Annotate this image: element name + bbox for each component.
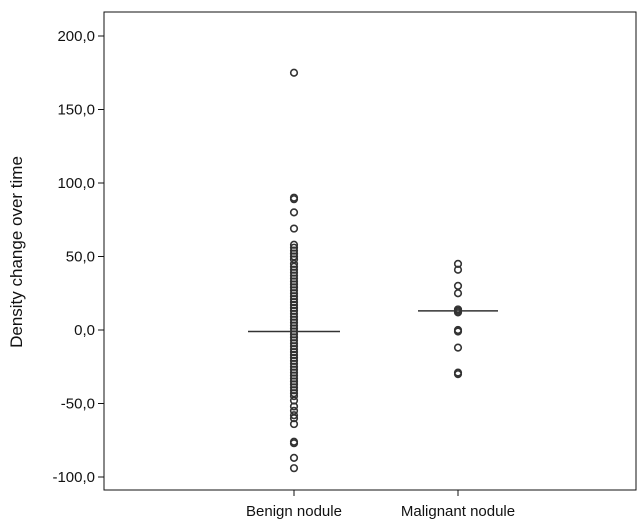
data-point <box>289 195 299 204</box>
data-point <box>289 464 299 473</box>
y-tick-label: 50,0 <box>66 249 95 266</box>
data-point <box>453 327 463 336</box>
data-point <box>289 208 299 217</box>
y-tick-label: 100,0 <box>57 175 95 192</box>
data-point <box>453 281 463 291</box>
data-point <box>453 308 463 317</box>
y-tick-label: 200,0 <box>57 28 95 45</box>
y-tick-label: 0,0 <box>74 322 95 339</box>
y-axis-title: Density change over time <box>7 156 26 348</box>
data-point <box>289 419 299 429</box>
data-point <box>453 343 463 352</box>
x-category-label: Benign nodule <box>246 503 342 520</box>
data-points <box>289 68 463 473</box>
data-point <box>289 453 299 462</box>
data-point <box>289 439 299 448</box>
y-tick-label: -50,0 <box>61 396 95 413</box>
data-point <box>289 402 299 411</box>
data-point <box>289 68 299 77</box>
x-category-label: Malignant nodule <box>401 503 515 520</box>
median-lines <box>248 310 498 333</box>
data-point <box>453 289 463 298</box>
x-axis: Benign nodule Malignant nodule <box>246 490 515 520</box>
data-point <box>289 411 299 420</box>
y-tick-label: -100,0 <box>52 469 95 486</box>
data-point <box>289 224 299 233</box>
y-axis: 200,0 150,0 100,0 50,0 0,0 -50,0 -100,0 <box>52 28 104 486</box>
data-point <box>453 265 463 274</box>
data-point <box>453 370 463 379</box>
plot-frame <box>103 11 637 491</box>
data-point <box>289 392 299 401</box>
y-tick-label: 150,0 <box>57 102 95 119</box>
